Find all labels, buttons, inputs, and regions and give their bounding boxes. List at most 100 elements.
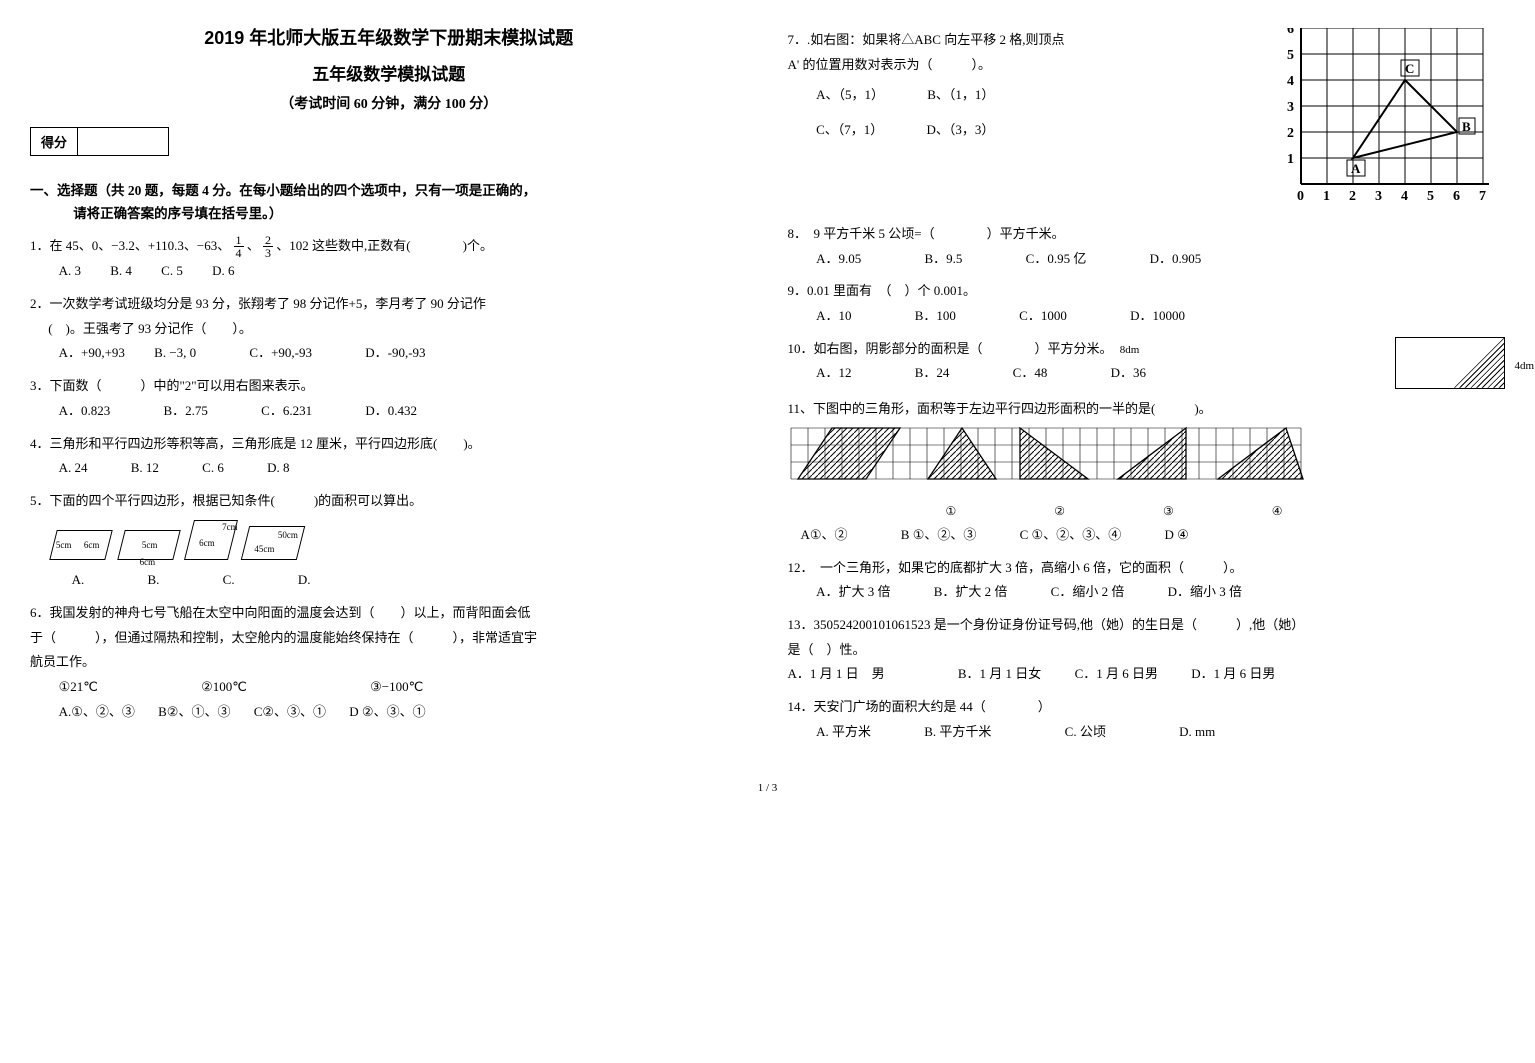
q3-B: B．2.75 bbox=[163, 399, 207, 424]
q10-options: A．12 B．24 C．48 D．36 bbox=[816, 361, 1385, 386]
q7-row1: A、（5，1） B、（1，1） bbox=[816, 83, 1265, 108]
q11-options: A①、② B ①、②、③ C ①、②、③、④ D ④ bbox=[801, 523, 1506, 548]
q5-A: A. bbox=[72, 572, 85, 587]
q8-D: D．0.905 bbox=[1150, 247, 1202, 272]
title-sub: 五年级数学模拟试题 bbox=[30, 60, 748, 85]
q7: 7．.如右图：如果将△ABC 向左平移 2 格,则顶点 A' 的位置用数对表示为… bbox=[788, 28, 1506, 214]
q2-C: C．+90,-93 bbox=[249, 341, 312, 366]
q3-C: C．6.231 bbox=[261, 399, 312, 424]
q4-D: D. 8 bbox=[267, 456, 289, 481]
q6-A: A.①、②、③ bbox=[59, 700, 135, 725]
q6-B: B②、①、③ bbox=[158, 700, 230, 725]
q10-stem: 10．如右图，阴影部分的面积是（ ）平方分米。 8dm bbox=[788, 337, 1386, 362]
q6-D: D ②、③、① bbox=[349, 700, 425, 725]
svg-text:3: 3 bbox=[1375, 189, 1382, 204]
q1-options: A. 3 B. 4 C. 5 D. 6 bbox=[59, 259, 748, 284]
q11-A: A①、② bbox=[801, 523, 848, 548]
q5-fig-B: 6cm 5cm bbox=[118, 530, 181, 560]
q10: 10．如右图，阴影部分的面积是（ ）平方分米。 8dm A．12 B．24 C．… bbox=[788, 337, 1506, 389]
q5-fig-D: 50cm 45cm bbox=[241, 526, 305, 560]
q12-B: B．扩大 2 倍 bbox=[934, 580, 1008, 605]
svg-text:B: B bbox=[1462, 119, 1471, 134]
q1-D: D. 6 bbox=[212, 259, 234, 284]
q7-row2: C、（7，1） D、（3，3） bbox=[816, 118, 1265, 143]
q2: 2．一次数学考试班级均分是 93 分，张翔考了 98 分记作+5，李月考了 90… bbox=[30, 292, 748, 366]
q8: 8． 9 平方千米 5 公顷=（ ）平方千米。 A．9.05 B．9.5 C．0… bbox=[788, 222, 1506, 271]
q10-8dm-label: 8dm bbox=[1120, 344, 1140, 356]
q5: 5．下面的四个平行四边形，根据已知条件( )的面积可以算出。 5cm 6cm 6… bbox=[30, 489, 748, 593]
svg-text:3: 3 bbox=[1287, 100, 1294, 115]
q1-sep1: 、 bbox=[247, 238, 260, 253]
q13: 13．350524200101061523 是一个身份证身份证号码,他（她）的生… bbox=[788, 613, 1506, 687]
q11-n4: ④ bbox=[1272, 500, 1283, 523]
q9-B: B．100 bbox=[915, 304, 956, 329]
q11-figure bbox=[788, 421, 1308, 491]
section-heading: 一、选择题（共 20 题，每题 4 分。在每小题给出的四个选项中，只有一项是正确… bbox=[30, 180, 748, 226]
q14-D: D. mm bbox=[1179, 720, 1215, 745]
q8-stem: 8． 9 平方千米 5 公顷=（ ）平方千米。 bbox=[788, 222, 1506, 247]
q5-C: C. bbox=[223, 572, 235, 587]
title-main: 2019 年北师大版五年级数学下册期末模拟试题 bbox=[30, 24, 748, 50]
q2-A: A．+90,+93 bbox=[59, 341, 125, 366]
q11: 11、下图中的三角形，面积等于左边平行四边形面积的一半的是( )。 ① ② ③ … bbox=[788, 397, 1506, 548]
q4-A: A. 24 bbox=[59, 456, 88, 481]
q7-A: A、（5，1） bbox=[816, 83, 884, 108]
svg-text:A: A bbox=[1351, 161, 1361, 176]
q10-A: A．12 bbox=[816, 361, 851, 386]
q10-4dm-label: 4dm bbox=[1514, 356, 1534, 377]
q6-l1: 6．我国发射的神舟七号飞船在太空中向阳面的温度会达到（ ）以上，而背阳面会低 bbox=[30, 601, 748, 626]
svg-text:1: 1 bbox=[1287, 152, 1294, 167]
q11-n1: ① bbox=[946, 500, 957, 523]
q4-C: C. 6 bbox=[202, 456, 224, 481]
q10-figure: 4dm bbox=[1395, 337, 1505, 389]
q13-B: B．1 月 1 日女 bbox=[958, 662, 1041, 687]
q9-stem: 9．0.01 里面有 （ ）个 0.001。 bbox=[788, 279, 1506, 304]
section-heading-line2: 请将正确答案的序号填在括号里。） bbox=[30, 203, 748, 226]
q14-C: C. 公顷 bbox=[1065, 720, 1106, 745]
svg-text:C: C bbox=[1405, 61, 1414, 76]
q6-o3: ③−100℃ bbox=[370, 675, 423, 700]
q12: 12． 一个三角形，如果它的底都扩大 3 倍，高缩小 6 倍，它的面积（ ）。 … bbox=[788, 556, 1506, 605]
q10-D: D．36 bbox=[1111, 361, 1146, 386]
q1-frac2: 23 bbox=[263, 234, 273, 259]
q3-options: A．0.823 B．2.75 C．6.231 D．0.432 bbox=[59, 399, 748, 424]
q5-options: A. B. C. D. bbox=[72, 568, 748, 593]
svg-text:5: 5 bbox=[1287, 48, 1294, 63]
q5-fig-C: 7cm 6cm bbox=[184, 520, 238, 560]
q11-stem: 11、下图中的三角形，面积等于左边平行四边形面积的一半的是( )。 bbox=[788, 397, 1506, 422]
q11-labels: ① ② ③ ④ bbox=[788, 500, 1506, 523]
q12-C: C．缩小 2 倍 bbox=[1051, 580, 1125, 605]
svg-text:2: 2 bbox=[1287, 126, 1294, 141]
q3: 3．下面数（ ）中的"2"可以用右图来表示。 A．0.823 B．2.75 C．… bbox=[30, 374, 748, 423]
q7-C: C、（7，1） bbox=[816, 118, 883, 143]
q3-D: D．0.432 bbox=[365, 399, 417, 424]
q4: 4．三角形和平行四边形等积等高，三角形底是 12 厘米，平行四边形底( )。 A… bbox=[30, 432, 748, 481]
q13-l2: 是（ ）性。 bbox=[788, 638, 1506, 663]
q7-D: D、（3，3） bbox=[927, 118, 995, 143]
q8-B: B．9.5 bbox=[924, 247, 962, 272]
title-info: （考试时间 60 分钟，满分 100 分） bbox=[30, 93, 748, 113]
svg-text:5: 5 bbox=[1427, 189, 1434, 204]
q9-options: A．10 B．100 C．1000 D．10000 bbox=[816, 304, 1505, 329]
q14-B: B. 平方千米 bbox=[924, 720, 991, 745]
q13-A: A．1 月 1 日 男 bbox=[788, 662, 885, 687]
q5-D: D. bbox=[298, 572, 311, 587]
q5-B: B. bbox=[147, 572, 159, 587]
q14-options: A. 平方米 B. 平方千米 C. 公顷 D. mm bbox=[816, 720, 1505, 745]
q13-C: C．1 月 6 日男 bbox=[1075, 662, 1158, 687]
svg-text:7: 7 bbox=[1479, 189, 1486, 204]
q11-C: C ①、②、③、④ bbox=[1020, 523, 1122, 548]
q13-options: A．1 月 1 日 男 B．1 月 1 日女 C．1 月 6 日男 D．1 月 … bbox=[788, 662, 1506, 687]
q1-C: C. 5 bbox=[161, 259, 183, 284]
q7-B: B、（1，1） bbox=[927, 83, 994, 108]
q7-l2: A' 的位置用数对表示为（ ）。 bbox=[788, 53, 1266, 78]
q2-options: A．+90,+93 B. −3, 0 C．+90,-93 D．-90,-93 bbox=[59, 341, 748, 366]
q2-D: D．-90,-93 bbox=[365, 341, 425, 366]
q1-A: A. 3 bbox=[59, 259, 81, 284]
score-blank bbox=[78, 128, 168, 155]
q5-fig-A: 5cm 6cm bbox=[50, 530, 113, 560]
page-footer: 1 / 3 bbox=[30, 782, 1505, 794]
q13-D: D．1 月 6 日男 bbox=[1191, 662, 1275, 687]
q4-B: B. 12 bbox=[131, 456, 159, 481]
q14-stem: 14．天安门广场的面积大约是 44（ ） bbox=[788, 695, 1506, 720]
